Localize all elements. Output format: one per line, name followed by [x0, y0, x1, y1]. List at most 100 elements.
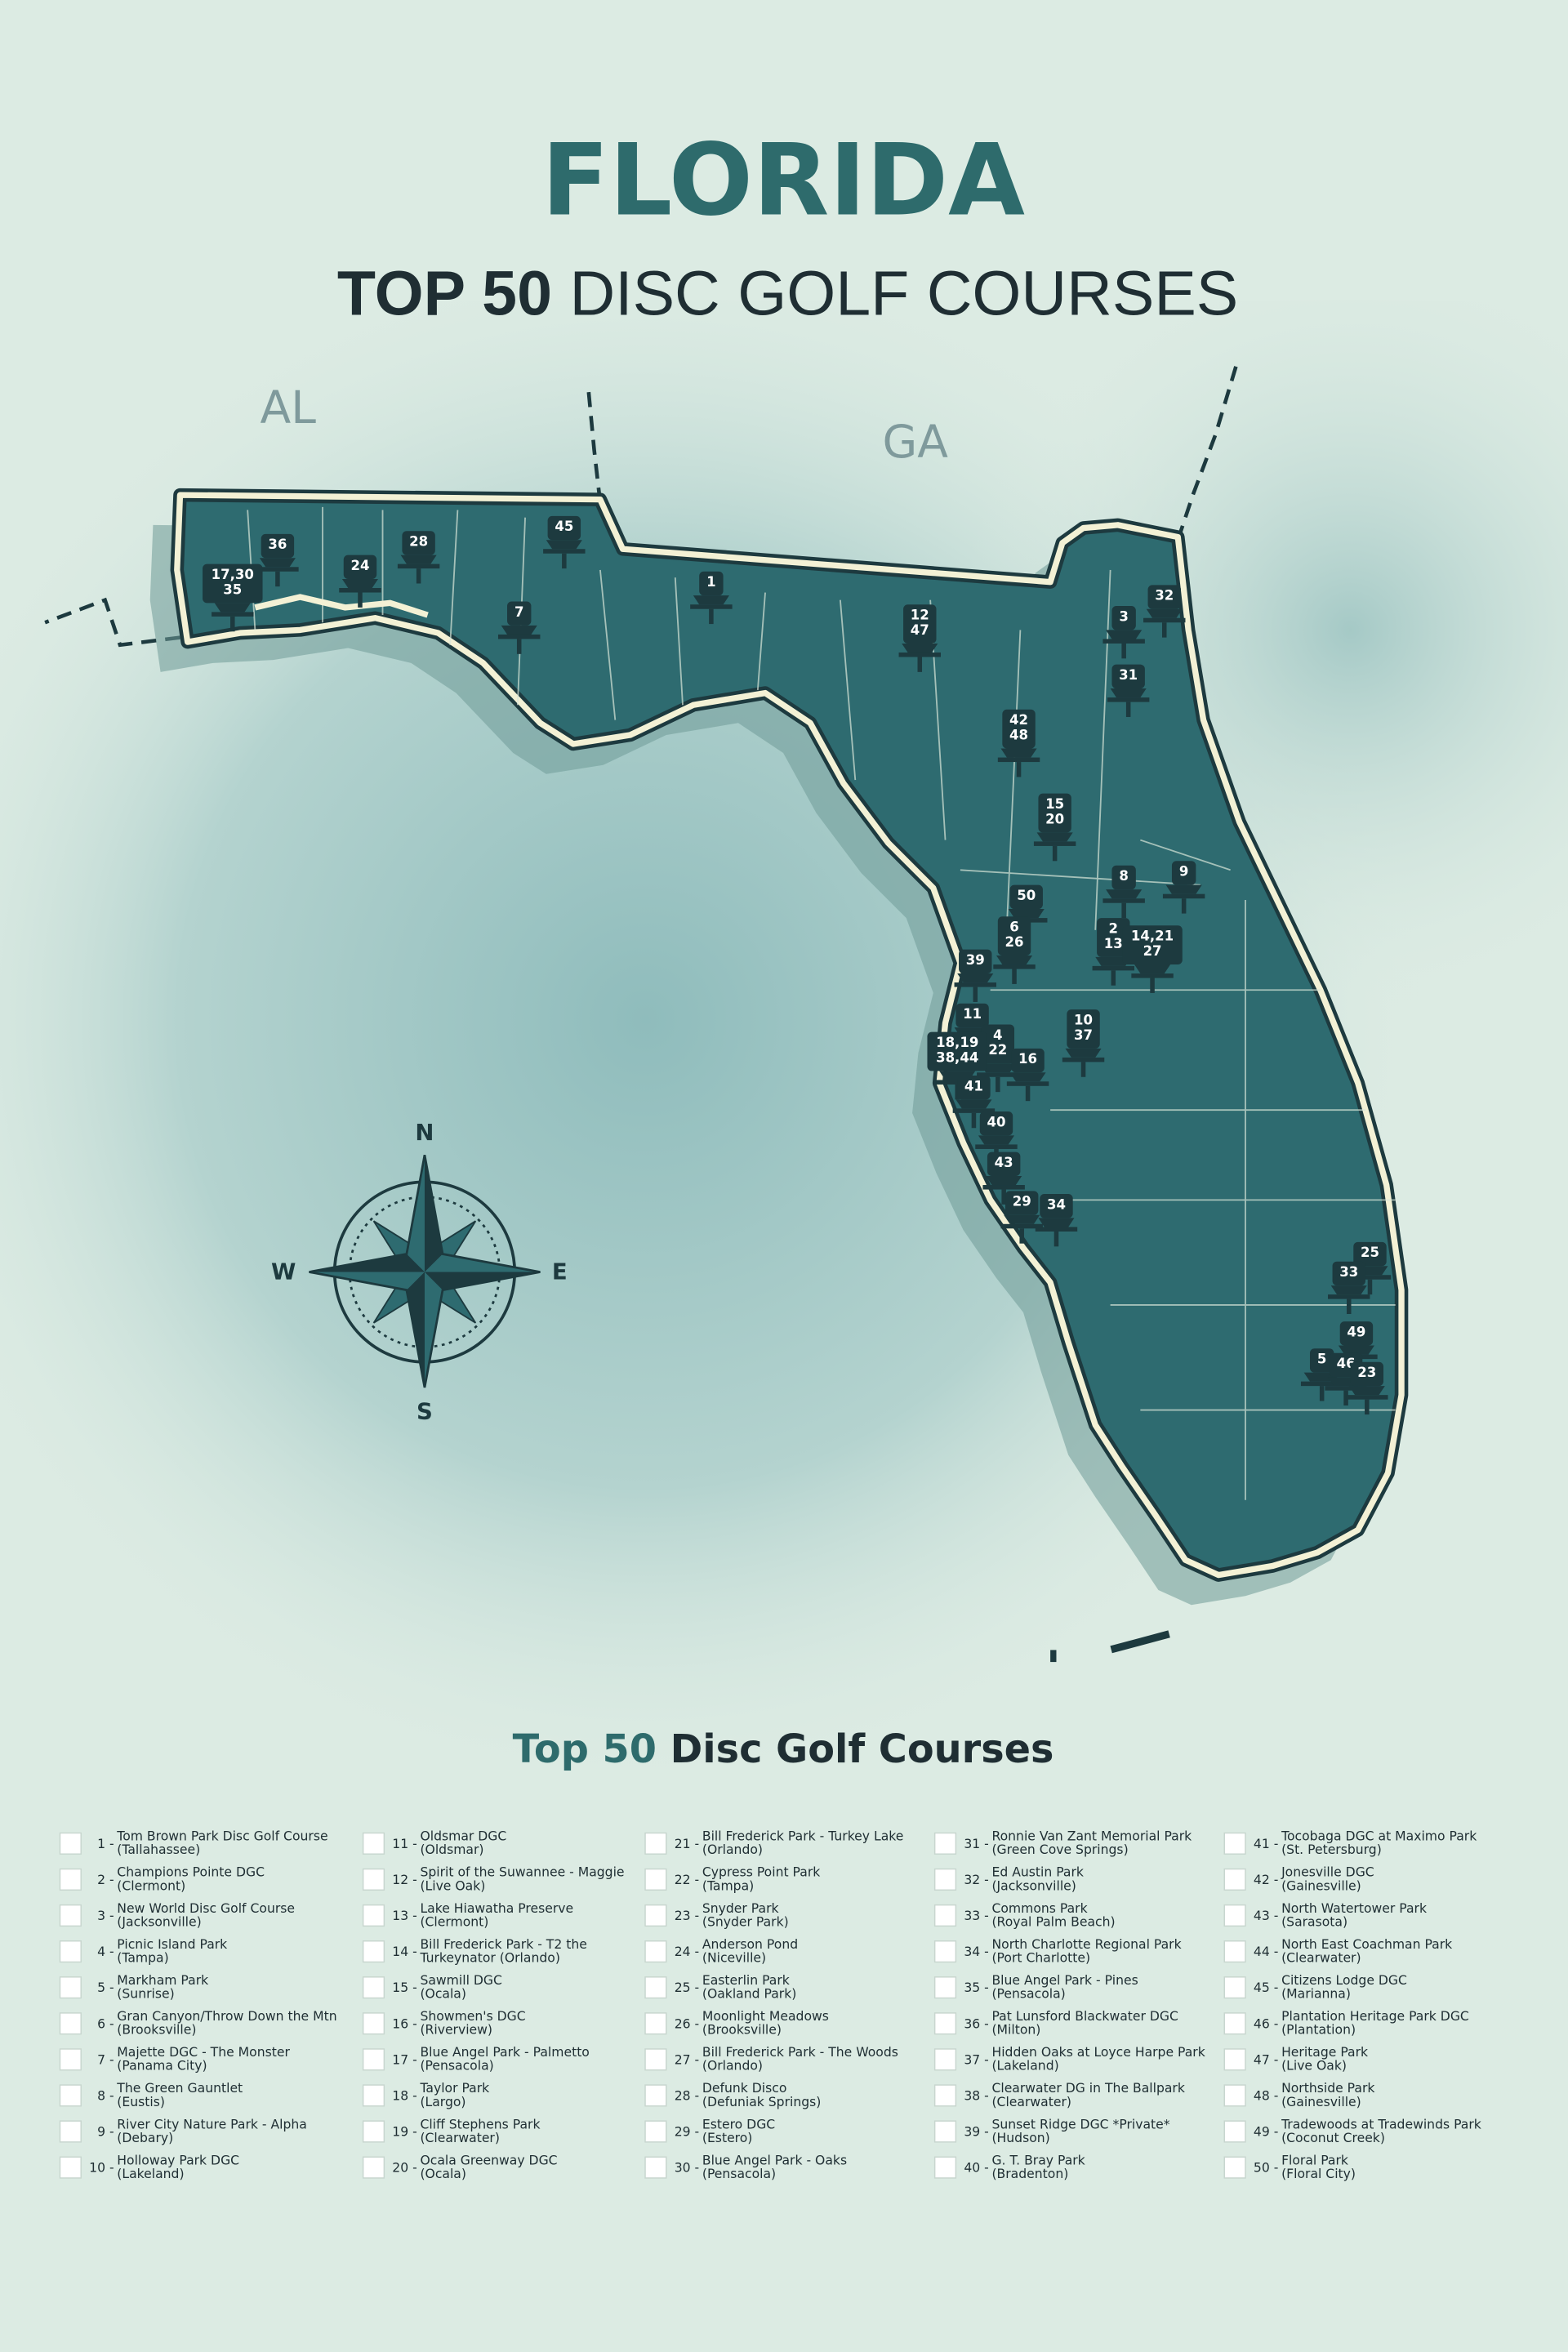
marker-badge — [1097, 918, 1130, 957]
checkbox — [59, 1940, 82, 1963]
course-number: 11 - — [392, 1837, 416, 1851]
course-name: Picnic Island Park — [117, 1937, 227, 1952]
marker-pole — [516, 639, 522, 654]
course-name: Ed Austin Park — [991, 1865, 1084, 1880]
marker-badge — [1111, 606, 1136, 630]
course-item: 27 -Bill Frederick Park - The Woods(Orla… — [644, 2045, 898, 2074]
checkbox — [59, 2120, 82, 2143]
compass-shade — [309, 1254, 425, 1272]
marker-basket — [1330, 1285, 1367, 1295]
marker-tray — [1033, 841, 1076, 846]
marker-pole — [1001, 1189, 1006, 1205]
marker: 626 — [993, 916, 1036, 984]
marker-pole — [1125, 702, 1131, 717]
marker-tray — [954, 982, 996, 987]
course-place: (Gainesville) — [1281, 2095, 1361, 2109]
course-item: 39 -Sunset Ridge DGC *Private*(Hudson) — [933, 2117, 1170, 2145]
course-place: (Clermont) — [420, 1914, 488, 1929]
course-number: 4 - — [97, 1944, 114, 1959]
marker-pole — [562, 553, 567, 569]
course-place: (Brooksville) — [117, 2023, 196, 2038]
checkbox — [644, 2048, 667, 2071]
marker-tray — [977, 1072, 1019, 1077]
compass-shade — [424, 1155, 443, 1272]
course-number: 5 - — [97, 1980, 114, 1995]
course-place: (Lakeland) — [117, 2167, 184, 2181]
course-item: 47 -Heritage Park(Live Oak) — [1223, 2045, 1368, 2074]
marker-tray — [339, 588, 381, 593]
checkbox — [59, 2048, 82, 2071]
course-item: 14 - Bill Frederick Park - T2 theTurkeyna… — [362, 1937, 587, 1965]
marker: 40 — [975, 1111, 1018, 1165]
marker-tray — [975, 1144, 1018, 1149]
marker-pole — [230, 616, 235, 632]
marker-label: 10 — [1074, 1012, 1093, 1027]
checkbox — [644, 2156, 667, 2179]
checkbox — [1223, 2156, 1246, 2179]
marker-label: 33 — [1339, 1264, 1358, 1280]
state-borders — [44, 359, 1240, 648]
course-name: The Green Gauntlet — [116, 2081, 243, 2096]
marker-badge — [1002, 709, 1036, 749]
course-number: 28 - — [675, 2088, 699, 2103]
course-name: Oldsmar DGC — [420, 1829, 506, 1844]
course-place: (Clermont) — [117, 1878, 185, 1893]
marker-basket — [996, 956, 1033, 965]
checkbox — [1223, 1904, 1246, 1927]
course-name: Spirit of the Suwannee - Maggie — [420, 1865, 624, 1880]
marker-tray — [1143, 617, 1186, 623]
course-place: (Tampa) — [702, 1878, 754, 1893]
marker-label: 50 — [1017, 888, 1036, 903]
course-name: G. T. Bray Park — [991, 2153, 1085, 2167]
marker-tray — [1062, 1057, 1105, 1062]
course-item: 6 -Gran Canyon/Throw Down the Mtn(Brooks… — [59, 2009, 337, 2038]
course-name: Ocala Greenway DGC — [420, 2153, 557, 2167]
course-name: Majette DGC - The Monster — [117, 2045, 290, 2060]
course-place: (Port Charlotte) — [991, 1950, 1090, 1965]
course-item: 31 -Ronnie Van Zant Memorial Park(Green … — [933, 1829, 1192, 1857]
marker-tray — [997, 757, 1040, 763]
marker-basket — [902, 643, 938, 653]
course-place: (Largo) — [420, 2095, 466, 2109]
course-name: Blue Angel Park - Oaks — [702, 2153, 847, 2167]
marker-label: 8 — [1119, 868, 1129, 884]
course-item: 34 -North Charlotte Regional Park(Port C… — [933, 1937, 1182, 1965]
marker-tray — [497, 634, 541, 639]
checkbox — [59, 2012, 82, 2035]
course-item: 49 -Tradewoods at Tradewinds Park(Coconu… — [1223, 2117, 1481, 2145]
marker-basket — [1004, 1214, 1040, 1224]
course-place: (Ocala) — [420, 1987, 466, 2002]
course-number: 33 - — [964, 1909, 988, 1923]
marker-basket — [1134, 964, 1171, 974]
course-number: 47 - — [1254, 2052, 1278, 2067]
marker-tray — [1092, 965, 1135, 971]
marker-pole — [1012, 969, 1017, 984]
checkbox — [362, 2120, 385, 2143]
course-number: 43 - — [1254, 1909, 1278, 1923]
marker-pole — [1111, 970, 1116, 986]
course-name: Easterlin Park — [702, 1973, 790, 1988]
course-name: Cypress Point Park — [702, 1865, 820, 1880]
marker-label: 31 — [1119, 667, 1138, 683]
bay-line — [254, 594, 429, 618]
marker-tray — [1000, 1223, 1043, 1229]
marker-badge — [987, 1152, 1021, 1176]
course-item: 4 -Picnic Island Park(Tampa) — [59, 1937, 227, 1965]
course-number: 40 - — [964, 2161, 988, 2176]
course-name: Showmen's DGC — [420, 2009, 525, 2024]
marker-badge — [507, 601, 532, 626]
course-item: 2 -Champions Pointe DGC(Clermont) — [59, 1865, 265, 1893]
marker: 23 — [1346, 1361, 1388, 1415]
marker-basket — [1000, 748, 1037, 758]
checkbox — [362, 2012, 385, 2035]
marker: 16 — [1006, 1048, 1049, 1102]
map-coast-line — [174, 492, 1405, 1579]
course-name: Blue Angel Park - Palmetto — [420, 2045, 589, 2060]
marker-pole — [1367, 1279, 1373, 1295]
course-number: 45 - — [1254, 1980, 1278, 1995]
marker: 28 — [397, 531, 440, 584]
compass: N E S W — [271, 1120, 568, 1425]
marker-label: 18,19 — [936, 1035, 978, 1050]
marker-tray — [936, 1080, 978, 1085]
course-name: Heritage Park — [1281, 2045, 1368, 2060]
